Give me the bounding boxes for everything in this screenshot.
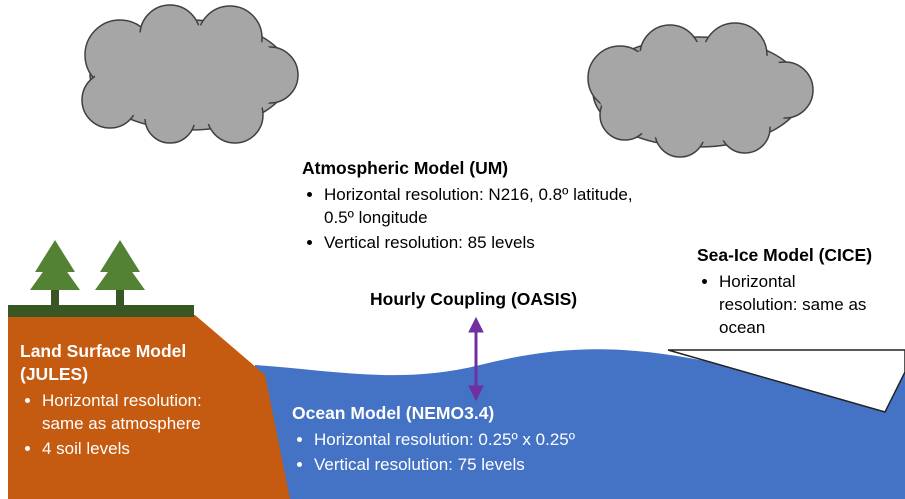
coupling-arrow [469, 318, 483, 400]
page: Atmospheric Model (UM) Horizontal resolu… [0, 0, 905, 499]
ocean-block: Ocean Model (NEMO3.4) Horizontal resolut… [292, 402, 692, 478]
cloud [82, 5, 298, 143]
title: Land Surface Model (JULES) [20, 340, 255, 386]
bullet: Vertical resolution: 85 levels [324, 231, 642, 254]
title: Ocean Model (NEMO3.4) [292, 402, 692, 425]
bullet: Horizontal resolution: N216, 0.8º latitu… [324, 183, 642, 229]
bullet: Horizontal resolution: same as ocean [719, 270, 869, 339]
coupling-label: Hourly Coupling (OASIS) [370, 288, 577, 311]
coupling-block: Hourly Coupling (OASIS) [370, 288, 577, 314]
bullet: Horizontal resolution: 0.25º x 0.25º [314, 428, 692, 451]
title: Atmospheric Model (UM) [302, 157, 642, 180]
bullet: Vertical resolution: 75 levels [314, 453, 692, 476]
title: Sea-Ice Model (CICE) [697, 244, 897, 267]
trees [30, 240, 145, 305]
sea-ice-block: Sea-Ice Model (CICE) Horizontal resoluti… [697, 244, 897, 341]
bullet: 4 soil levels [42, 437, 212, 460]
cloud [588, 23, 813, 157]
atmosphere-block: Atmospheric Model (UM) Horizontal resolu… [302, 157, 642, 256]
grass [8, 305, 194, 317]
bullet: Horizontal resolution: same as atmospher… [42, 389, 212, 435]
land-block: Land Surface Model (JULES) Horizontal re… [20, 340, 255, 462]
